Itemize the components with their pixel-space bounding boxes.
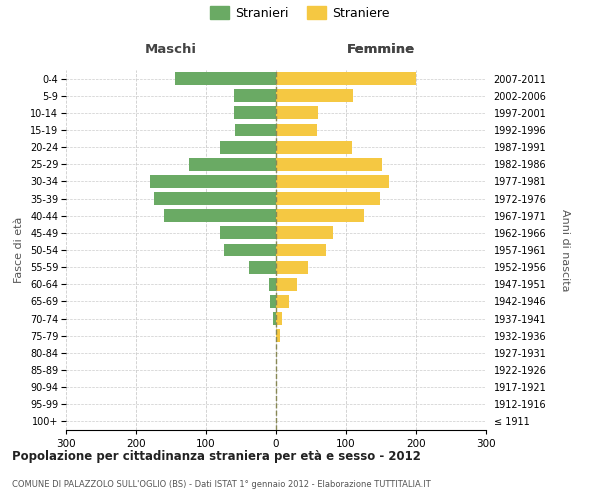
Text: COMUNE DI PALAZZOLO SULL'OGLIO (BS) - Dati ISTAT 1° gennaio 2012 - Elaborazione : COMUNE DI PALAZZOLO SULL'OGLIO (BS) - Da… [12, 480, 431, 489]
Bar [276, 192, 380, 205]
Bar [164, 210, 276, 222]
Bar [276, 90, 353, 102]
Text: Femmine: Femmine [347, 42, 415, 56]
Bar [276, 226, 334, 239]
Bar [235, 124, 276, 136]
Text: Popolazione per cittadinanza straniera per età e sesso - 2012: Popolazione per cittadinanza straniera p… [12, 450, 421, 463]
Bar [250, 260, 276, 274]
Bar [269, 278, 276, 290]
Bar [276, 312, 281, 325]
Bar [175, 72, 276, 85]
Bar [271, 295, 276, 308]
Bar [154, 192, 276, 205]
Bar [150, 175, 276, 188]
Text: Femmine: Femmine [347, 42, 415, 56]
Bar [276, 210, 364, 222]
Bar [273, 312, 276, 325]
Bar [234, 90, 276, 102]
Bar [276, 175, 389, 188]
Y-axis label: Anni di nascita: Anni di nascita [560, 209, 571, 291]
Text: Maschi: Maschi [145, 42, 197, 56]
Bar [220, 226, 276, 239]
Y-axis label: Fasce di età: Fasce di età [14, 217, 25, 283]
Bar [276, 140, 352, 153]
Bar [276, 158, 382, 170]
Bar [276, 260, 308, 274]
Bar [223, 244, 276, 256]
Bar [220, 140, 276, 153]
Bar [276, 124, 317, 136]
Legend: Stranieri, Straniere: Stranieri, Straniere [210, 6, 390, 20]
Bar [276, 106, 318, 120]
Bar [276, 72, 416, 85]
Bar [276, 295, 289, 308]
Bar [276, 330, 280, 342]
Bar [234, 106, 276, 120]
Bar [276, 244, 326, 256]
Bar [276, 278, 297, 290]
Bar [188, 158, 276, 170]
